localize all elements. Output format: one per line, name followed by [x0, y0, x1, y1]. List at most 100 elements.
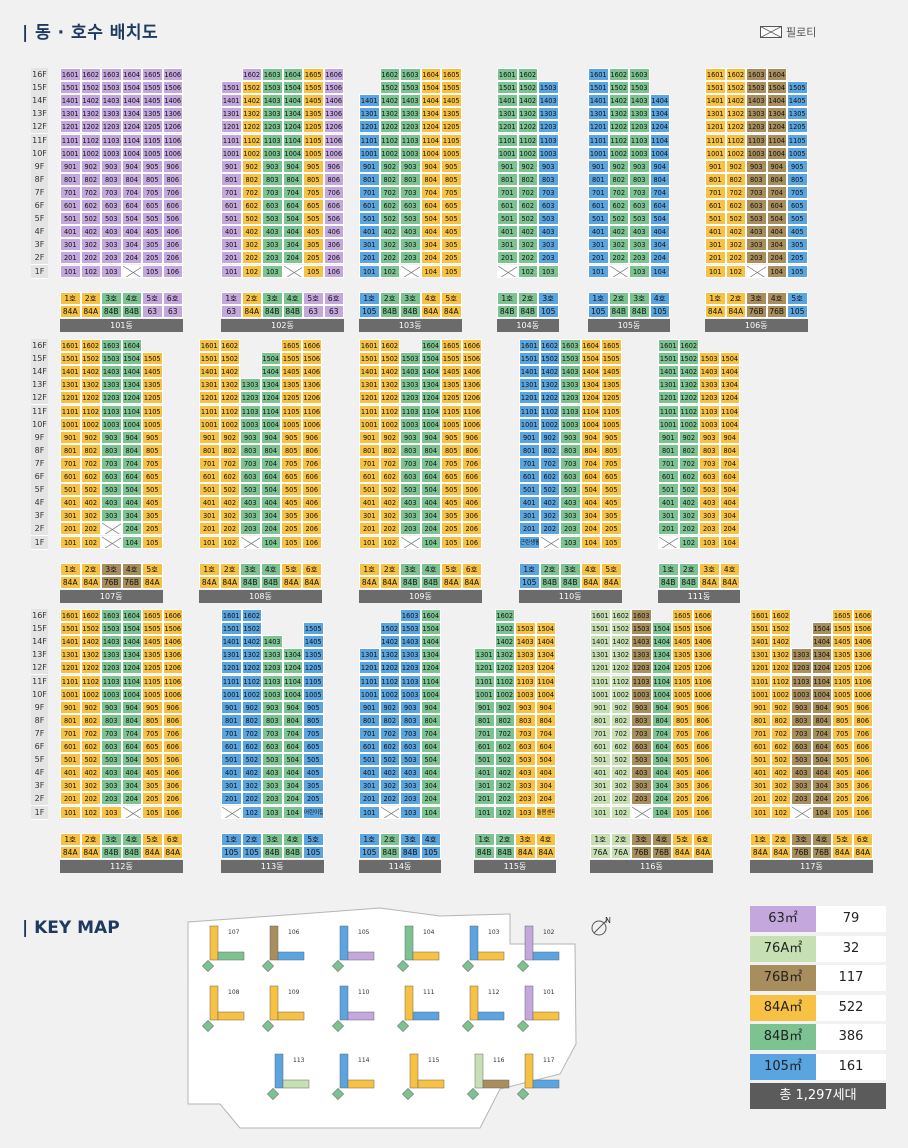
unit-cell[interactable]: 705	[832, 726, 853, 740]
unit-cell[interactable]: 506	[162, 753, 183, 767]
unit-cell[interactable]: 403	[101, 766, 122, 780]
unit-cell[interactable]: 1401	[60, 635, 81, 649]
unit-cell[interactable]: 604	[649, 199, 670, 213]
unit-cell[interactable]: 604	[121, 470, 142, 484]
unit-cell[interactable]: 605	[303, 740, 324, 754]
unit-cell[interactable]: 1506	[162, 81, 183, 95]
unit-cell[interactable]: 1406	[461, 365, 482, 379]
unit-cell[interactable]: 1502	[770, 622, 791, 636]
unit-cell[interactable]: 406	[162, 766, 183, 780]
unit-cell[interactable]: 905	[832, 700, 853, 714]
unit-cell[interactable]: 1301	[60, 648, 81, 662]
unit-cell[interactable]: 804	[420, 443, 441, 457]
unit-cell[interactable]: 1202	[678, 391, 699, 405]
unit-cell[interactable]: 902	[80, 430, 101, 444]
unit-cell[interactable]: 1103	[262, 133, 283, 147]
unit-cell[interactable]: 501	[474, 753, 495, 767]
unit-cell[interactable]: 1404	[535, 635, 556, 649]
unit-cell[interactable]: 502	[80, 483, 101, 497]
unit-cell[interactable]: 702	[678, 456, 699, 470]
unit-cell[interactable]: 1603	[629, 68, 650, 82]
unit-cell[interactable]: 1103	[791, 674, 812, 688]
unit-cell[interactable]: 1206	[301, 391, 322, 405]
unit-cell[interactable]: 1203	[400, 661, 421, 675]
unit-cell[interactable]: 1403	[101, 94, 122, 108]
unit-cell[interactable]: 703	[699, 456, 720, 470]
unit-cell[interactable]: 1203	[101, 391, 122, 405]
unit-cell[interactable]: 1003	[262, 146, 283, 160]
unit-cell[interactable]: 501	[590, 753, 611, 767]
unit-cell[interactable]: 104	[719, 535, 740, 549]
unit-cell[interactable]: 1002	[379, 687, 400, 701]
unit-cell[interactable]: 1102	[80, 674, 101, 688]
unit-cell[interactable]: 101	[359, 264, 380, 278]
unit-cell[interactable]: 701	[359, 726, 380, 740]
unit-cell[interactable]: 705	[601, 456, 622, 470]
unit-cell[interactable]: 1501	[705, 81, 726, 95]
unit-cell[interactable]: 804	[121, 713, 142, 727]
unit-cell[interactable]: 602	[610, 740, 631, 754]
unit-cell[interactable]: 1002	[770, 687, 791, 701]
unit-cell[interactable]: 803	[629, 172, 650, 186]
unit-cell[interactable]: 1505	[303, 81, 324, 95]
unit-cell[interactable]: 1606	[323, 68, 344, 82]
unit-cell[interactable]: 1504	[811, 622, 832, 636]
unit-cell[interactable]: 605	[142, 199, 163, 213]
unit-cell[interactable]: 1406	[301, 365, 322, 379]
unit-cell[interactable]: 1105	[281, 404, 302, 418]
unit-cell[interactable]: 104	[260, 535, 281, 549]
unit-cell[interactable]: 505	[142, 753, 163, 767]
unit-cell[interactable]: 205	[142, 522, 163, 536]
unit-cell[interactable]: 1503	[400, 352, 421, 366]
unit-cell[interactable]: 1004	[719, 417, 740, 431]
unit-cell[interactable]: 902	[80, 700, 101, 714]
unit-cell[interactable]: 502	[379, 753, 400, 767]
unit-cell[interactable]: 905	[303, 700, 324, 714]
unit-cell[interactable]: 404	[811, 766, 832, 780]
unit-cell[interactable]: 502	[539, 483, 560, 497]
unit-cell[interactable]: 901	[60, 700, 81, 714]
unit-cell[interactable]: 305	[142, 238, 163, 252]
unit-cell[interactable]: 1005	[281, 417, 302, 431]
unit-cell[interactable]: 901	[474, 700, 495, 714]
unit-cell[interactable]: 701	[590, 726, 611, 740]
unit-cell[interactable]: 1103	[400, 133, 421, 147]
unit-cell[interactable]: 603	[631, 740, 652, 754]
unit-cell[interactable]: 1501	[590, 622, 611, 636]
unit-cell[interactable]: 1001	[199, 417, 220, 431]
unit-cell[interactable]: 105	[303, 264, 324, 278]
unit-cell[interactable]: 801	[474, 713, 495, 727]
unit-cell[interactable]: 303	[515, 779, 536, 793]
unit-cell[interactable]: 1002	[494, 687, 515, 701]
unit-cell[interactable]: 1001	[221, 687, 242, 701]
unit-cell[interactable]: 506	[692, 753, 713, 767]
unit-cell[interactable]: 1104	[282, 133, 303, 147]
unit-cell[interactable]: 1304	[420, 378, 441, 392]
unit-cell[interactable]: 1005	[787, 146, 808, 160]
unit-cell[interactable]: 901	[359, 700, 380, 714]
unit-cell[interactable]: 401	[590, 766, 611, 780]
unit-cell[interactable]: 1404	[811, 635, 832, 649]
unit-cell[interactable]: 205	[787, 251, 808, 265]
unit-cell[interactable]: 501	[60, 212, 81, 226]
unit-cell[interactable]: 403	[400, 766, 421, 780]
unit-cell[interactable]: 703	[101, 726, 122, 740]
unit-cell[interactable]: 203	[101, 251, 122, 265]
unit-cell[interactable]: 806	[323, 172, 344, 186]
unit-cell[interactable]: 103	[400, 805, 421, 819]
unit-cell[interactable]: 601	[221, 199, 242, 213]
unit-cell[interactable]: 1204	[260, 391, 281, 405]
unit-cell[interactable]: 603	[262, 199, 283, 213]
unit-cell[interactable]: 601	[221, 740, 242, 754]
unit-cell[interactable]: 202	[517, 251, 538, 265]
unit-cell[interactable]: 1302	[241, 107, 262, 121]
unit-cell[interactable]: 806	[461, 443, 482, 457]
unit-cell[interactable]: 501	[588, 212, 609, 226]
unit-cell[interactable]: 1302	[80, 378, 101, 392]
unit-cell[interactable]: 604	[121, 199, 142, 213]
unit-cell[interactable]: 1206	[323, 120, 344, 134]
unit-cell[interactable]: 1201	[705, 120, 726, 134]
unit-cell[interactable]: 502	[494, 753, 515, 767]
unit-cell[interactable]: 405	[303, 225, 324, 239]
unit-cell[interactable]: 1304	[535, 648, 556, 662]
